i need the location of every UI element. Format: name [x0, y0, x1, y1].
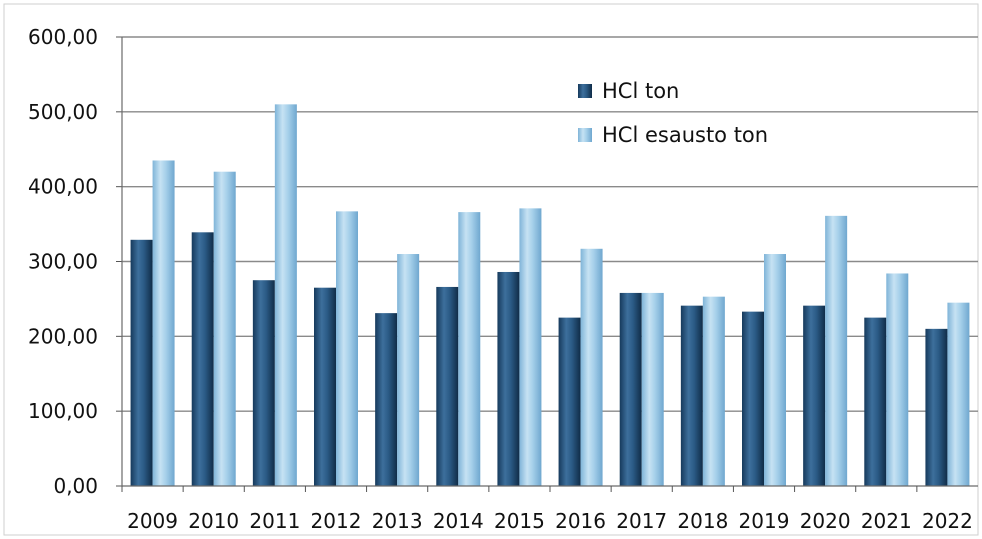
y-tick-label: 600,00: [28, 25, 98, 49]
bar-hcl-esausto-ton: [336, 211, 358, 486]
bar-hcl-esausto-ton: [764, 254, 786, 486]
x-tick-label: 2020: [800, 509, 851, 533]
x-tick-label: 2016: [555, 509, 606, 533]
legend-swatch: [578, 84, 592, 98]
bar-hcl-esausto-ton: [947, 302, 970, 486]
bar-hcl-ton: [803, 305, 826, 486]
x-tick-label: 2010: [188, 509, 239, 533]
y-tick-label: 500,00: [28, 100, 98, 124]
bar-hcl-ton: [558, 317, 581, 486]
legend-label: HCl ton: [602, 79, 679, 103]
x-tick-label: 2021: [861, 509, 912, 533]
bar-hcl-ton: [619, 292, 642, 486]
bar-hcl-ton: [314, 287, 336, 486]
axes: [121, 37, 978, 492]
bar-hcl-esausto-ton: [580, 248, 603, 486]
x-tick-label: 2012: [311, 509, 362, 533]
bar-hcl-esausto-ton: [641, 292, 664, 486]
legend: HCl ton HCl esausto ton: [578, 79, 768, 147]
bar-hcl-esausto-ton: [152, 160, 175, 486]
bar-hcl-ton: [375, 313, 398, 486]
bar-hcl-esausto-ton: [825, 215, 848, 486]
y-axis-tick-labels: 0,00 100,00 200,00 300,00 400,00 500,00 600,00: [28, 25, 98, 498]
legend-swatch: [578, 128, 592, 142]
bar-hcl-esausto-ton: [274, 104, 297, 486]
gridlines: [116, 36, 978, 487]
bar-hcl-esausto-ton: [886, 273, 909, 486]
bars: [130, 104, 970, 487]
bar-hcl-ton: [680, 305, 703, 486]
y-tick-label: 0,00: [53, 474, 98, 498]
chart-border: [3, 3, 979, 536]
x-tick-label: 2017: [616, 509, 667, 533]
bar-hcl-esausto-ton: [458, 212, 481, 487]
bar-hcl-esausto-ton: [702, 296, 725, 486]
x-tick-label: 2014: [433, 509, 484, 533]
y-tick-label: 400,00: [28, 175, 98, 199]
bar-hcl-ton: [130, 239, 153, 486]
x-tick-label: 2018: [677, 509, 728, 533]
bar-hcl-ton: [864, 317, 887, 486]
bar-hcl-esausto-ton: [397, 254, 420, 486]
x-tick-label: 2013: [372, 509, 423, 533]
bar-hcl-esausto-ton: [213, 171, 236, 486]
y-tick-label: 200,00: [28, 324, 98, 348]
y-tick-label: 100,00: [28, 399, 98, 423]
bar-hcl-esausto-ton: [519, 208, 542, 486]
bar-hcl-ton: [742, 311, 764, 486]
bar-hcl-ton: [252, 280, 275, 486]
bar-hcl-ton: [436, 286, 459, 486]
legend-label: HCl esausto ton: [602, 123, 768, 147]
x-tick-label: 2015: [494, 509, 545, 533]
x-tick-label: 2009: [127, 509, 178, 533]
bar-hcl-ton: [497, 271, 520, 486]
x-tick-label: 2011: [249, 509, 300, 533]
bar-hcl-ton: [191, 232, 214, 486]
x-tick-label: 2019: [739, 509, 790, 533]
bar-hcl-ton: [925, 328, 948, 486]
x-axis-tick-labels: 2009 2010 2011 2012 2013 2014 2015 2016 2017 2018…: [127, 509, 973, 533]
y-tick-label: 300,00: [28, 250, 98, 274]
x-tick-label: 2022: [922, 509, 973, 533]
